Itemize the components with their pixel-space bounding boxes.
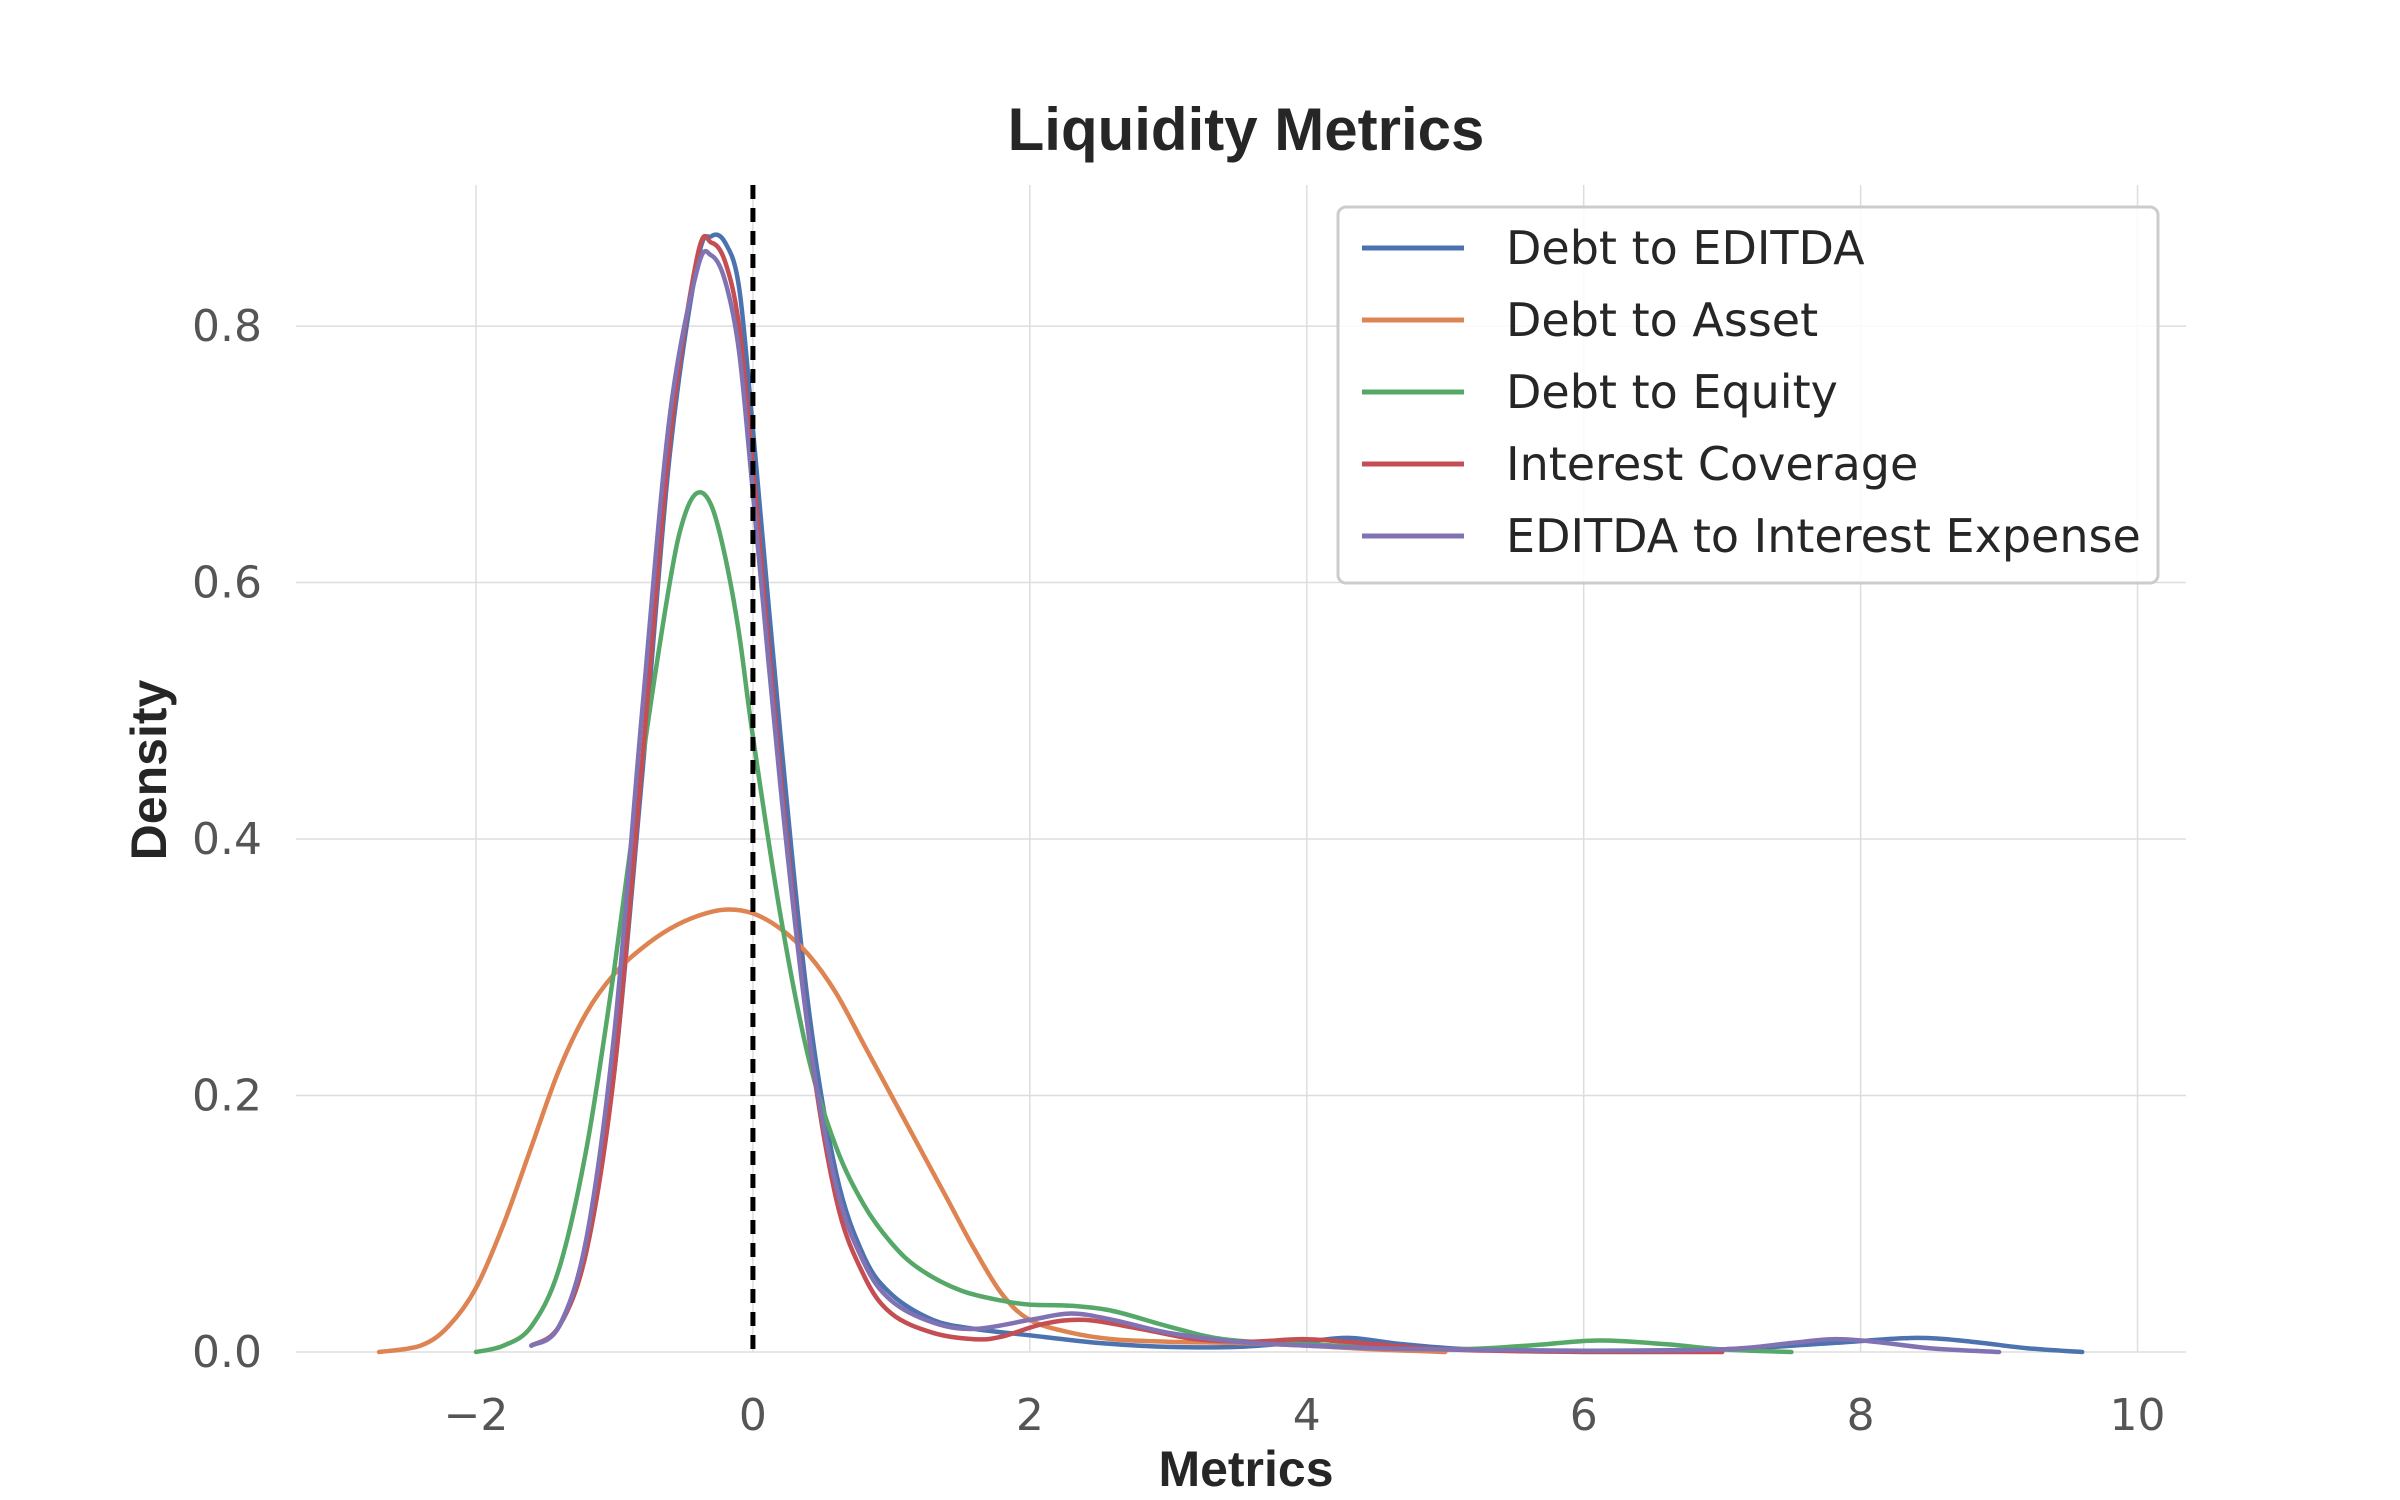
legend-label-editda-to-interest-expense: EDITDA to Interest Expense [1506, 509, 2141, 563]
legend-label-debt-to-equity: Debt to Equity [1506, 365, 1838, 419]
y-tick-label: 0.0 [192, 1327, 262, 1378]
legend: Debt to EDITDA Debt to Asset Debt to Equit… [1336, 205, 2160, 585]
x-tick-label: 0 [739, 1390, 767, 1441]
x-tick-label: 10 [2110, 1390, 2166, 1441]
legend-label-interest-coverage: Interest Coverage [1506, 437, 1918, 491]
y-tick-label: 0.4 [192, 814, 262, 865]
x-tick-label: 6 [1570, 1390, 1598, 1441]
x-axis-title: Metrics [1158, 1441, 1333, 1497]
y-tick-labels: 0.0 0.2 0.4 0.6 0.8 [192, 301, 262, 1378]
legend-label-debt-to-editda: Debt to EDITDA [1506, 221, 1865, 275]
y-tick-label: 0.6 [192, 558, 262, 609]
series-lines [376, 232, 2085, 1355]
y-tick-label: 0.8 [192, 301, 262, 352]
x-tick-labels: −2 0 2 4 6 8 10 [444, 1390, 2166, 1441]
y-tick-label: 0.2 [192, 1071, 262, 1122]
series-line-debt-to-equity [473, 490, 1794, 1355]
x-tick-label: 2 [1016, 1390, 1044, 1441]
legend-label-debt-to-asset: Debt to Asset [1506, 293, 1818, 347]
x-tick-label: 4 [1293, 1390, 1321, 1441]
x-tick-label: 8 [1847, 1390, 1875, 1441]
x-tick-label: −2 [444, 1390, 509, 1441]
y-axis-title: Density [121, 680, 177, 861]
series-line-debt-to-asset [376, 907, 1448, 1355]
legend-box [1336, 205, 2160, 585]
chart-title: Liquidity Metrics [1008, 96, 1485, 163]
series-line-editda-to-interest-expense [529, 248, 2002, 1355]
